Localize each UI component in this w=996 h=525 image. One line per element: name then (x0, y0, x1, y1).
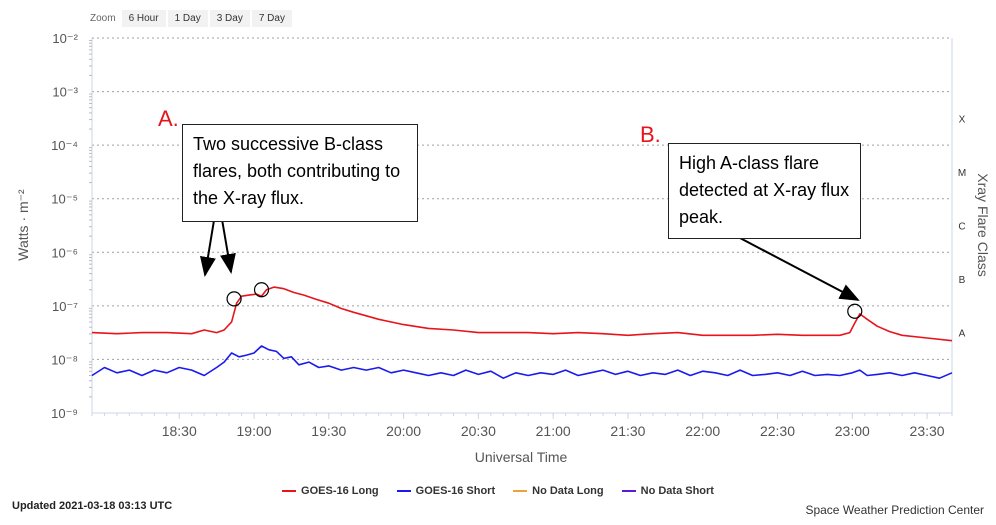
annotation-b-letter: B. (640, 122, 661, 147)
annotation-b-arrow (739, 237, 860, 301)
flare-marker (253, 282, 270, 298)
annotation-a-letter: A. (158, 106, 179, 131)
flare-class-label: B (959, 275, 966, 286)
annotation-a-box: Two successive B-class flares, both cont… (182, 124, 418, 222)
x-axis-title: Universal Time (475, 449, 568, 465)
credit-label: Space Weather Prediction Center (805, 503, 984, 517)
legend-item[interactable]: No Data Short (621, 485, 714, 497)
x-tick-label: 21:00 (536, 423, 571, 439)
flare-class-label: C (958, 222, 965, 233)
y-tick-label: 10⁻⁴ (51, 138, 78, 153)
legend-item[interactable]: GOES-16 Short (396, 485, 496, 497)
x-tick-label: 19:30 (311, 423, 346, 439)
x-tick-label: 18:30 (162, 423, 197, 439)
legend-swatch (282, 490, 297, 492)
zoom-3-day-button[interactable]: 3 Day (209, 9, 250, 27)
x-tick-label: 21:30 (610, 423, 645, 439)
x-tick-label: 22:00 (685, 423, 720, 439)
legend-item[interactable]: GOES-16 Long (282, 485, 379, 497)
flare-class-label: X (959, 114, 966, 125)
zoom-label: Zoom (90, 12, 116, 24)
flare-class-label: A (959, 329, 966, 340)
y-tick-label: 10⁻³ (52, 85, 78, 100)
y-tick-label: 10⁻⁵ (51, 192, 78, 207)
legend-label: No Data Short (640, 485, 714, 497)
x-tick-label: 20:30 (461, 423, 496, 439)
flare-marker (226, 291, 242, 307)
zoom-1-day-button[interactable]: 1 Day (167, 9, 208, 27)
x-tick-label: 20:00 (386, 423, 421, 439)
updated-timestamp: Updated 2021-03-18 03:13 UTC (12, 500, 173, 512)
flare-class-label: M (958, 168, 966, 179)
legend-label: GOES-16 Long (301, 485, 379, 497)
x-tick-label: 23:30 (910, 423, 945, 439)
chart-legend: GOES-16 Long GOES-16 Short No Data Long No … (0, 485, 996, 497)
zoom-6-hour-button[interactable]: 6 Hour (121, 9, 166, 27)
series-line-goes-16-short (91, 345, 953, 380)
flare-marker (847, 303, 863, 319)
y-axis-title: Watts · m⁻² (15, 189, 31, 261)
legend-label: No Data Long (532, 485, 604, 497)
y-tick-label: 10⁻⁶ (51, 245, 78, 260)
y-tick-label: 10⁻⁷ (52, 299, 78, 314)
legend-label: GOES-16 Short (415, 485, 496, 497)
legend-swatch (513, 490, 528, 492)
legend-item[interactable]: No Data Long (513, 485, 604, 497)
legend-swatch (621, 490, 636, 492)
y2-axis-title: Xray Flare Class (975, 173, 991, 276)
zoom-7-day-button[interactable]: 7 Day (251, 9, 292, 27)
y-tick-label: 10⁻⁸ (51, 352, 78, 367)
zoom-bar: Zoom 6 Hour 1 Day 3 Day 7 Day (90, 8, 294, 28)
annotation-b-box: High A-class flare detected at X-ray flu… (668, 143, 861, 239)
legend-swatch (396, 490, 411, 492)
series-line-goes-16-long (91, 286, 953, 342)
x-tick-label: 23:00 (835, 423, 870, 439)
y-tick-label: 10⁻² (52, 31, 78, 46)
x-tick-label: 19:00 (237, 423, 272, 439)
y-tick-label: 10⁻⁹ (51, 406, 78, 421)
x-tick-label: 22:30 (760, 423, 795, 439)
